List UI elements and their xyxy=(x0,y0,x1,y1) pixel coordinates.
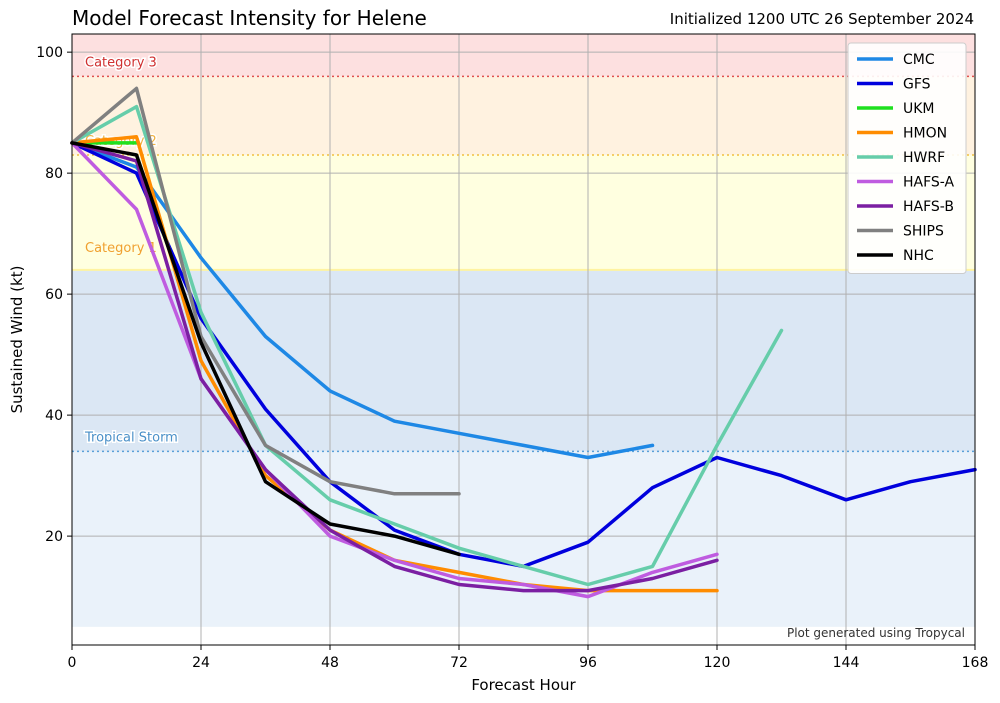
x-tick-label-120: 120 xyxy=(704,655,731,671)
band-3 xyxy=(72,76,975,155)
y-tick-label-80: 80 xyxy=(45,166,63,182)
band-2 xyxy=(72,154,975,270)
category-1-label: Category 1 xyxy=(85,241,157,256)
credit-text: Plot generated using Tropycal xyxy=(787,626,965,640)
series-hafs-b xyxy=(70,141,719,593)
x-tick-label-0: 0 xyxy=(68,655,77,671)
band-0 xyxy=(72,269,975,452)
legend-label-ships: SHIPS xyxy=(903,224,944,240)
legend-label-nhc: NHC xyxy=(903,248,934,264)
y-tick-label-20: 20 xyxy=(45,529,63,545)
band-4 xyxy=(72,34,975,77)
series-ships xyxy=(70,86,461,496)
x-tick-label-72: 72 xyxy=(450,655,468,671)
legend-label-hafs-b: HAFS-B xyxy=(903,199,954,215)
x-tick-label-144: 144 xyxy=(833,655,860,671)
legend: CMC GFS UKM HMON HWRF HAFS-A HAFS-B SHIPS NHC xyxy=(847,42,967,274)
legend-label-hwrf: HWRF xyxy=(903,150,945,166)
legend-label-ukm: UKM xyxy=(903,101,935,117)
legend-label-cmc: CMC xyxy=(903,52,935,68)
band-1 xyxy=(72,451,975,627)
series-hwrf xyxy=(70,104,784,587)
x-tick-label-168: 168 xyxy=(962,655,989,671)
legend-label-hmon: HMON xyxy=(903,126,947,142)
x-axis-label: Forecast Hour xyxy=(471,676,576,694)
chart-title: Model Forecast Intensity for Helene xyxy=(72,6,427,30)
y-axis-label: Sustained Wind (kt) xyxy=(8,266,26,414)
y-tick-label-60: 60 xyxy=(45,287,63,303)
x-tick-label-24: 24 xyxy=(192,655,210,671)
chart-subtitle: Initialized 1200 UTC 26 September 2024 xyxy=(669,10,974,28)
legend-label-hafs-a: HAFS-A xyxy=(903,175,955,191)
y-tick-label-100: 100 xyxy=(36,45,63,61)
x-tick-label-96: 96 xyxy=(579,655,597,671)
threshold-label-2: Category 3 xyxy=(85,55,157,70)
legend-box xyxy=(847,42,967,274)
legend-label-gfs: GFS xyxy=(903,77,931,93)
threshold-label-0: Tropical Storm xyxy=(84,430,178,445)
x-tick-label-48: 48 xyxy=(321,655,339,671)
series-nhc xyxy=(70,141,461,557)
y-tick-label-40: 40 xyxy=(45,408,63,424)
series-hafs-a xyxy=(70,141,719,599)
plot-frame xyxy=(71,33,976,646)
